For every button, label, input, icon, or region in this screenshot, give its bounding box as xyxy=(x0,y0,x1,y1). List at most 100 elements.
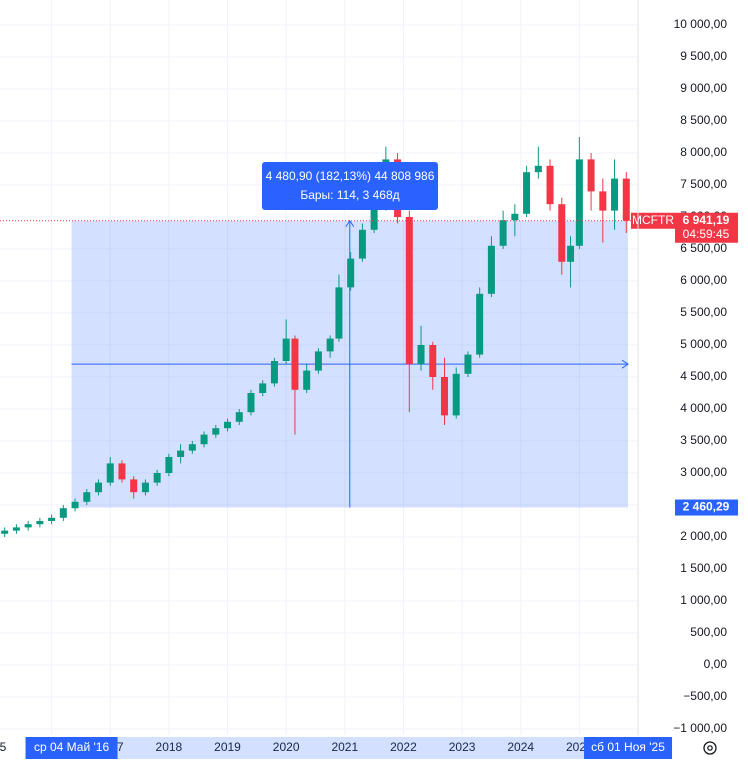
y-tick-label: −500,00 xyxy=(683,689,727,703)
candle-body xyxy=(599,191,607,211)
candle-body xyxy=(48,517,56,521)
candle-body xyxy=(212,428,220,435)
candle-body xyxy=(177,450,185,457)
candle-body xyxy=(452,373,460,416)
y-tick-label: 500,00 xyxy=(690,625,727,639)
candle-body xyxy=(224,421,232,429)
candle-body xyxy=(247,393,255,413)
candle-body xyxy=(59,508,67,518)
y-tick-label: 2 000,00 xyxy=(680,529,727,543)
candle-body xyxy=(282,338,290,361)
candle-body xyxy=(587,159,595,192)
y-tick-label: 8 000,00 xyxy=(680,145,727,159)
candle-body xyxy=(622,178,630,221)
candle-body xyxy=(71,501,79,509)
y-tick-label: 3 000,00 xyxy=(680,465,727,479)
candle-body xyxy=(326,338,334,352)
candle-body xyxy=(370,204,378,230)
y-tick-label: 3 500,00 xyxy=(680,433,727,447)
candle-body xyxy=(259,383,267,393)
range-to-tag xyxy=(584,737,673,759)
y-tick-label: 1 000,00 xyxy=(680,593,727,607)
y-tick-label: 6 500,00 xyxy=(680,241,727,255)
candle-body xyxy=(534,165,542,173)
tooltip-summary: 4 480,90 (182,13%) 44 808 986 xyxy=(266,169,435,183)
candle-body xyxy=(303,370,311,390)
candle-body xyxy=(440,377,448,416)
candle-body xyxy=(405,217,413,365)
candle-body xyxy=(314,351,322,371)
candle-body xyxy=(476,293,484,355)
last-price-tag xyxy=(675,212,738,243)
x-tick-label: 2015 xyxy=(0,740,7,754)
candle-body xyxy=(235,412,243,422)
tooltip-box xyxy=(262,162,438,210)
candle-body xyxy=(464,354,472,374)
candle-body xyxy=(12,527,20,531)
candle-body xyxy=(95,482,103,493)
candle-body xyxy=(270,361,278,384)
y-tick-label: 5 500,00 xyxy=(680,305,727,319)
y-tick-label: 1 500,00 xyxy=(680,561,727,575)
x-tick-label: 2024 xyxy=(507,740,534,754)
y-tick-label: −1 000,00 xyxy=(673,721,727,735)
candle-body xyxy=(347,258,355,288)
candle-body xyxy=(118,463,126,480)
timer-label: 04:59:45 xyxy=(683,227,730,241)
range-to-label: сб 01 Ноя '25 xyxy=(591,740,665,754)
y-tick-label: 8 500,00 xyxy=(680,113,727,127)
y-tick-label: 10 000,00 xyxy=(674,17,728,31)
candle-body xyxy=(523,172,531,214)
candle-body xyxy=(291,338,299,390)
candle-body xyxy=(165,457,173,473)
range-from-tag xyxy=(25,737,118,759)
candle-body xyxy=(558,204,566,262)
candle-body xyxy=(417,345,425,365)
x-tick-label: 2020 xyxy=(273,740,300,754)
candle-body xyxy=(429,345,437,377)
y-tick-label: 7 500,00 xyxy=(680,177,727,191)
settings-icon[interactable] xyxy=(703,741,717,755)
candle-body xyxy=(1,530,9,534)
tooltip-bars: Бары: 114, 3 468д xyxy=(300,188,399,202)
candle-body xyxy=(24,524,32,528)
range-low-label: 2 460,29 xyxy=(683,500,730,514)
y-tick-label: 0,00 xyxy=(704,657,728,671)
candles xyxy=(1,137,630,537)
y-tick-label: 6 000,00 xyxy=(680,273,727,287)
x-tick-label: 2023 xyxy=(449,740,476,754)
candle-body xyxy=(575,159,583,246)
candle-body xyxy=(611,178,619,211)
candle-body xyxy=(200,434,208,445)
range-time-band xyxy=(71,737,629,759)
y-tick-label: 5 000,00 xyxy=(680,337,727,351)
candle-body xyxy=(153,473,161,483)
x-tick-label: 2022 xyxy=(390,740,417,754)
y-tick-label: 4 500,00 xyxy=(680,369,727,383)
y-tick-label: 4 000,00 xyxy=(680,401,727,415)
x-tick-label: 2019 xyxy=(214,740,241,754)
symbol-tag xyxy=(631,212,675,229)
y-tick-label: 9 000,00 xyxy=(680,81,727,95)
y-tick-label: 9 500,00 xyxy=(680,49,727,63)
candle-body xyxy=(499,220,507,246)
axes: 10 000,00 9 500,00 9 000,00 8 500,00 8 000,0… xyxy=(0,17,738,759)
range-low-tag xyxy=(675,499,738,516)
last-price-label: 6 941,19 xyxy=(683,213,730,227)
candle-body xyxy=(335,287,343,339)
candle-body xyxy=(141,482,149,493)
candle-body xyxy=(130,479,138,493)
range-from-label: ср 04 Май '16 xyxy=(34,740,109,754)
x-tick-label: 2021 xyxy=(331,740,358,754)
candle-body xyxy=(487,245,495,294)
candle-body xyxy=(36,521,44,525)
grid xyxy=(0,0,638,735)
candle-body xyxy=(511,213,519,221)
candle-body xyxy=(567,245,575,262)
range-v-arrow xyxy=(345,219,355,228)
candle-body xyxy=(546,165,554,205)
symbol-label: MCFTR xyxy=(632,213,674,227)
candle-body xyxy=(83,492,91,502)
candle-body xyxy=(188,444,196,451)
